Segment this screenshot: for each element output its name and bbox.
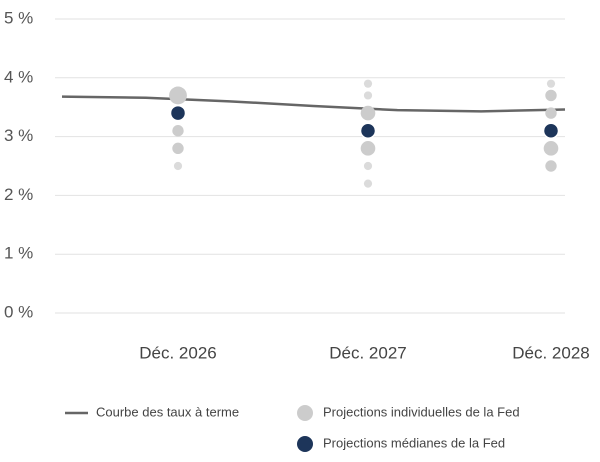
individual-dot xyxy=(173,161,183,171)
y-tick-label: 3 % xyxy=(4,126,33,145)
individual-dot xyxy=(169,86,187,105)
individual-dot xyxy=(545,160,557,172)
x-tick-label: Déc. 2026 xyxy=(139,343,217,362)
legend-dot xyxy=(297,436,313,452)
individual-dot xyxy=(363,79,373,88)
legend-label: Courbe des taux à terme xyxy=(96,404,239,419)
y-tick-label: 4 % xyxy=(4,67,33,86)
y-tick-label: 2 % xyxy=(4,185,33,204)
legend-label: Projections médianes de la Fed xyxy=(323,435,505,450)
individual-dot xyxy=(172,125,184,137)
forward-curve xyxy=(61,95,566,113)
median-dot xyxy=(542,122,560,139)
median-dot xyxy=(359,122,377,139)
y-tick-label: 5 % xyxy=(4,8,33,27)
individual-dot xyxy=(363,91,373,100)
individual-dot xyxy=(363,179,373,188)
individual-dot xyxy=(543,141,559,156)
y-tick-label: 0 % xyxy=(4,302,33,321)
individual-dot xyxy=(545,107,557,119)
individual-dot xyxy=(360,141,376,156)
x-tick-label: Déc. 2027 xyxy=(329,343,407,362)
individual-dot xyxy=(363,161,373,171)
individual-dot xyxy=(172,142,184,155)
legend-label: Projections individuelles de la Fed xyxy=(323,404,520,419)
legend-dot xyxy=(297,405,313,421)
individual-dot xyxy=(360,105,376,121)
x-tick-label: Déc. 2028 xyxy=(512,343,590,362)
individual-dot xyxy=(546,79,556,88)
individual-dot xyxy=(545,89,557,102)
median-dot xyxy=(169,104,187,122)
y-tick-label: 1 % xyxy=(4,244,33,263)
